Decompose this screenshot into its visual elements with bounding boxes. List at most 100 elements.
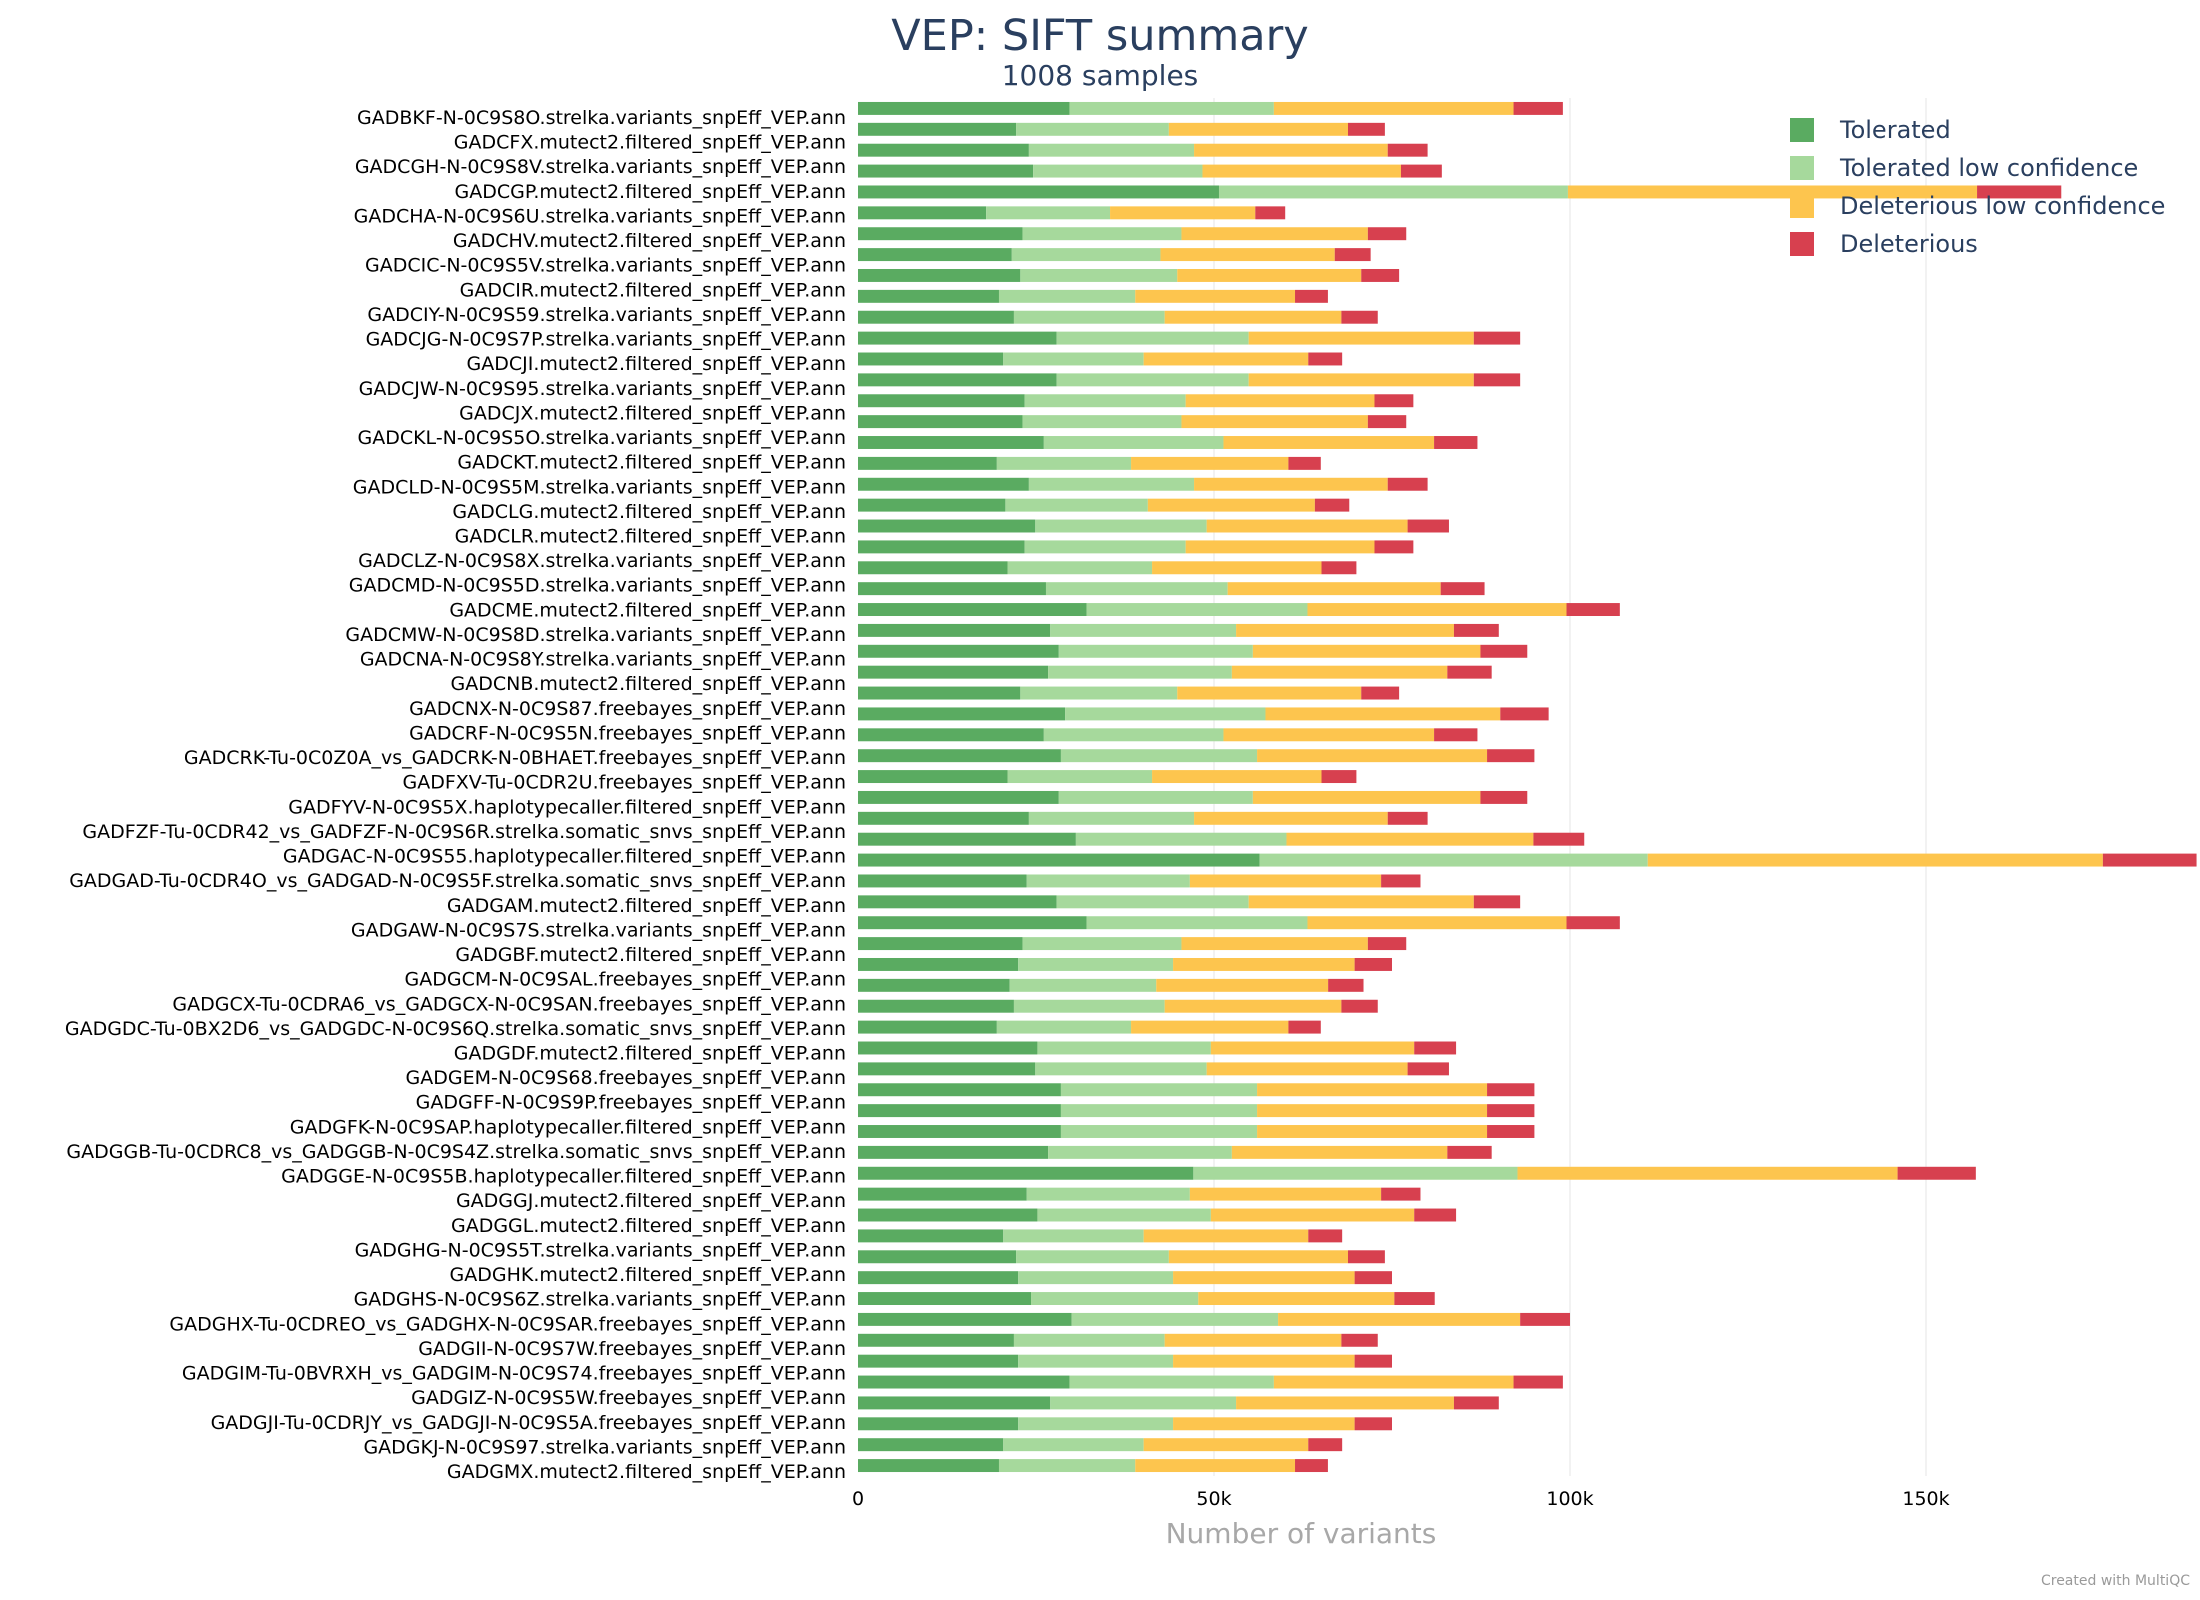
bar-segment[interactable] <box>1022 415 1182 429</box>
bar-segment[interactable] <box>1367 937 1407 951</box>
bar-segment[interactable] <box>1387 143 1428 157</box>
bar-segment[interactable] <box>1354 957 1392 971</box>
bar-segment[interactable] <box>1022 227 1182 241</box>
bar-segment[interactable] <box>1056 331 1249 345</box>
bar-segment[interactable] <box>858 373 1057 387</box>
bar-segment[interactable] <box>858 957 1019 971</box>
bar-segment[interactable] <box>858 832 1076 846</box>
bar-segment[interactable] <box>1517 1166 1898 1180</box>
bar-segment[interactable] <box>1321 770 1357 784</box>
bar-segment[interactable] <box>1043 728 1224 742</box>
bar-segment[interactable] <box>1011 248 1161 262</box>
bar-segment[interactable] <box>1248 331 1474 345</box>
bar-segment[interactable] <box>1307 603 1567 617</box>
bar-segment[interactable] <box>1259 853 1648 867</box>
bar-segment[interactable] <box>1407 519 1449 533</box>
bar-segment[interactable] <box>858 811 1029 825</box>
bar-segment[interactable] <box>858 1145 1049 1159</box>
bar-segment[interactable] <box>858 310 1014 324</box>
bar-segment[interactable] <box>858 415 1023 429</box>
bar-segment[interactable] <box>1028 811 1195 825</box>
bar-segment[interactable] <box>1487 749 1535 763</box>
bar-segment[interactable] <box>858 352 1004 366</box>
bar-segment[interactable] <box>1206 1062 1408 1076</box>
bar-segment[interactable] <box>858 623 1051 637</box>
bar-segment[interactable] <box>1168 122 1348 136</box>
bar-segment[interactable] <box>1257 1125 1488 1138</box>
bar-segment[interactable] <box>1487 1104 1535 1118</box>
legend-swatch[interactable] <box>1790 194 1814 218</box>
bar-segment[interactable] <box>1060 749 1258 763</box>
bar-segment[interactable] <box>1173 1271 1355 1285</box>
bar-segment[interactable] <box>1286 832 1534 846</box>
bar-segment[interactable] <box>1218 185 1568 199</box>
bar-segment[interactable] <box>1334 248 1371 262</box>
bar-segment[interactable] <box>1043 436 1224 449</box>
bar-segment[interactable] <box>858 582 1046 596</box>
bar-segment[interactable] <box>1086 603 1308 617</box>
bar-segment[interactable] <box>858 937 1023 951</box>
bar-segment[interactable] <box>1164 310 1342 324</box>
bar-segment[interactable] <box>1185 394 1375 408</box>
bar-segment[interactable] <box>1288 456 1321 470</box>
bar-segment[interactable] <box>858 1292 1032 1306</box>
bar-segment[interactable] <box>1440 582 1485 596</box>
bar-segment[interactable] <box>1288 1020 1321 1034</box>
bar-segment[interactable] <box>858 790 1059 804</box>
bar-segment[interactable] <box>1453 1396 1499 1410</box>
bar-segment[interactable] <box>1341 1333 1378 1347</box>
bar-segment[interactable] <box>858 248 1012 262</box>
bar-segment[interactable] <box>1227 582 1441 596</box>
bar-segment[interactable] <box>1045 582 1228 596</box>
bar-segment[interactable] <box>1031 1292 1199 1306</box>
bar-segment[interactable] <box>858 1104 1061 1118</box>
bar-segment[interactable] <box>858 143 1029 157</box>
bar-segment[interactable] <box>1278 1312 1521 1326</box>
bar-segment[interactable] <box>858 394 1025 408</box>
bar-segment[interactable] <box>1003 352 1144 366</box>
bar-segment[interactable] <box>1255 206 1286 220</box>
bar-segment[interactable] <box>1394 1292 1435 1306</box>
bar-segment[interactable] <box>1035 519 1207 533</box>
bar-segment[interactable] <box>1147 498 1315 512</box>
bar-segment[interactable] <box>858 916 1087 930</box>
bar-segment[interactable] <box>1308 352 1343 366</box>
bar-segment[interactable] <box>858 895 1057 909</box>
bar-segment[interactable] <box>1321 561 1357 575</box>
bar-segment[interactable] <box>1020 268 1178 282</box>
bar-segment[interactable] <box>858 1166 1194 1180</box>
bar-segment[interactable] <box>1513 1375 1563 1389</box>
bar-segment[interactable] <box>1367 227 1407 241</box>
bar-segment[interactable] <box>1210 1208 1415 1222</box>
bar-segment[interactable] <box>1026 874 1190 888</box>
bar-segment[interactable] <box>1273 1375 1514 1389</box>
bar-segment[interactable] <box>1387 811 1428 825</box>
bar-segment[interactable] <box>1056 895 1249 909</box>
bar-segment[interactable] <box>1143 352 1309 366</box>
legend-label[interactable]: Deleterious <box>1840 230 1978 258</box>
bar-segment[interactable] <box>858 1020 997 1034</box>
bar-segment[interactable] <box>1257 1104 1488 1118</box>
bar-segment[interactable] <box>1194 811 1388 825</box>
bar-segment[interactable] <box>858 498 1006 512</box>
bar-segment[interactable] <box>858 206 987 220</box>
bar-segment[interactable] <box>1181 415 1368 429</box>
bar-segment[interactable] <box>1453 623 1499 637</box>
bar-segment[interactable] <box>1018 957 1174 971</box>
bar-segment[interactable] <box>858 477 1029 491</box>
bar-segment[interactable] <box>1058 790 1253 804</box>
bar-segment[interactable] <box>1007 561 1153 575</box>
bar-segment[interactable] <box>1156 978 1329 992</box>
bar-segment[interactable] <box>996 1020 1132 1034</box>
bar-segment[interactable] <box>858 749 1061 763</box>
bar-segment[interactable] <box>1314 498 1350 512</box>
bar-segment[interactable] <box>1069 101 1274 115</box>
bar-segment[interactable] <box>1060 1125 1258 1138</box>
bar-segment[interactable] <box>1065 707 1266 721</box>
bar-segment[interactable] <box>1048 1145 1232 1159</box>
bar-segment[interactable] <box>858 185 1219 199</box>
bar-segment[interactable] <box>1003 1229 1144 1243</box>
bar-segment[interactable] <box>1143 1438 1309 1452</box>
bar-segment[interactable] <box>998 1459 1136 1473</box>
bar-segment[interactable] <box>1185 540 1375 554</box>
